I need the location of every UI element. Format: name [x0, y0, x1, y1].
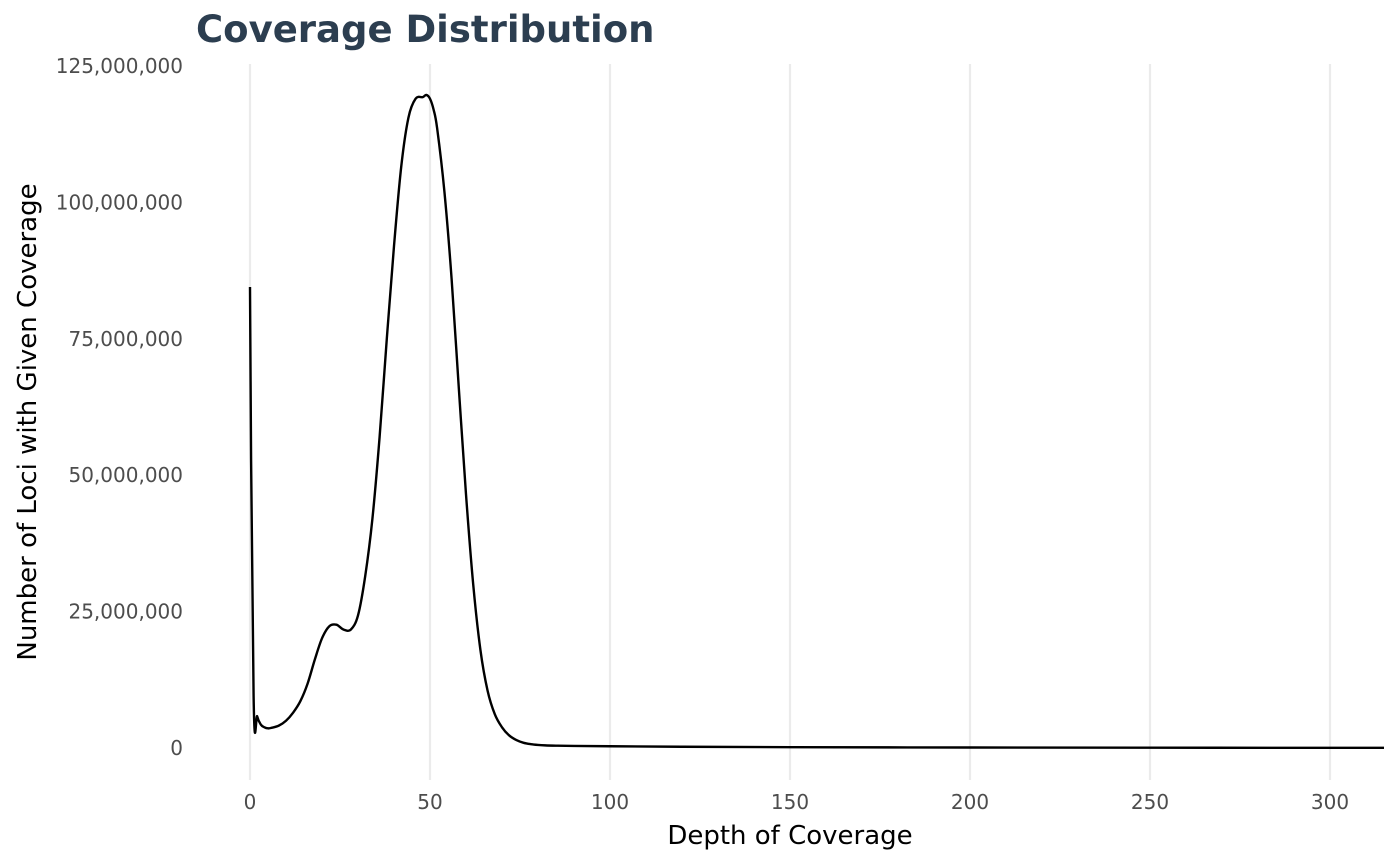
- gridlines: [248, 64, 1332, 780]
- y-tick-label: 0: [170, 736, 183, 760]
- y-tick-label: 50,000,000: [68, 463, 183, 487]
- y-tick-label: 25,000,000: [68, 600, 183, 624]
- x-tick-label: 0: [244, 790, 257, 814]
- y-tick-label: 125,000,000: [56, 54, 183, 78]
- x-tick-label: 250: [1131, 790, 1169, 814]
- x-tick-label: 50: [417, 790, 442, 814]
- x-axis-label: Depth of Coverage: [667, 821, 912, 851]
- x-tick-labels: 0 50 100 150 200 250 300: [244, 790, 1349, 814]
- y-tick-label: 100,000,000: [56, 190, 183, 214]
- y-axis-label: Number of Loci with Given Coverage: [13, 183, 43, 660]
- series-layer: [248, 93, 1385, 750]
- x-tick-label: 100: [591, 790, 629, 814]
- x-tick-label: 150: [771, 790, 809, 814]
- chart-title: Coverage Distribution: [196, 8, 654, 51]
- x-tick-label: 200: [951, 790, 989, 814]
- x-tick-label: 300: [1311, 790, 1349, 814]
- coverage-line: [248, 93, 1385, 750]
- y-tick-label: 75,000,000: [68, 327, 183, 351]
- y-tick-labels: 0 25,000,000 50,000,000 75,000,000 100,000,0…: [56, 54, 183, 760]
